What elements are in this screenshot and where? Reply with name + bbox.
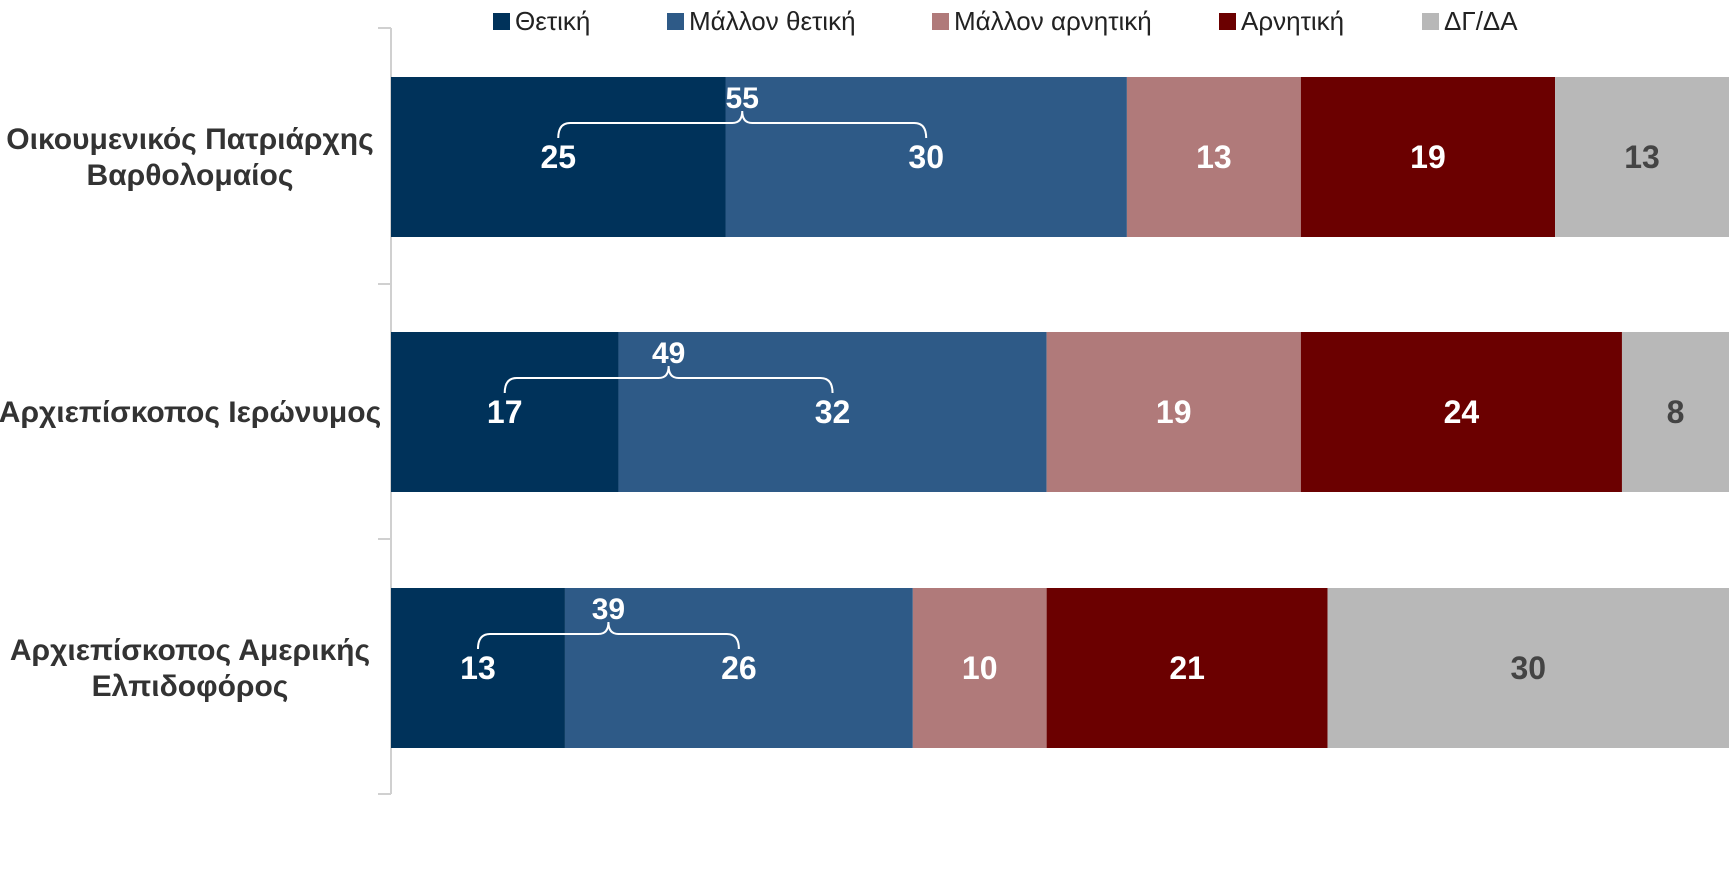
data-label: 13	[1196, 139, 1232, 175]
data-label: 26	[721, 650, 757, 686]
bar-segment	[1046, 588, 1328, 748]
total-bracket	[476, 621, 740, 650]
legend-swatch	[1422, 13, 1439, 30]
bar-segment	[391, 588, 565, 748]
bar-segment	[618, 332, 1047, 492]
total-label: 39	[592, 593, 625, 626]
bar-segment	[725, 77, 1127, 237]
total-bracket	[503, 365, 834, 394]
legend-swatch	[667, 13, 684, 30]
data-label: 32	[815, 394, 851, 430]
bar-segment	[912, 588, 1047, 748]
legend-label: Θετική	[515, 6, 590, 36]
bar-segment	[1126, 77, 1301, 237]
bar-segment	[391, 332, 619, 492]
category-label: Αρχιεπίσκοπος Αμερικής	[10, 634, 370, 667]
data-label: 24	[1444, 394, 1480, 430]
data-label: 30	[1511, 650, 1547, 686]
data-label: 13	[1624, 139, 1660, 175]
legend-swatch	[932, 13, 949, 30]
category-label: Ελπιδοφόρος	[92, 670, 289, 703]
data-label: 19	[1410, 139, 1446, 175]
legend-label: Αρνητική	[1241, 6, 1344, 36]
data-label: 30	[908, 139, 944, 175]
legend-label: Μάλλον αρνητική	[954, 6, 1152, 36]
data-label: 8	[1667, 394, 1685, 430]
bar-segment	[1555, 77, 1729, 237]
data-label: 21	[1169, 650, 1205, 686]
legend-label: ΔΓ/ΔΑ	[1444, 6, 1518, 36]
category-label: Βαρθολομαίος	[87, 159, 294, 192]
data-label: 17	[487, 394, 523, 430]
legend-swatch	[493, 13, 510, 30]
bar-segment	[1300, 332, 1622, 492]
bar-segment	[1327, 588, 1729, 748]
bar-segment	[1300, 77, 1556, 237]
data-label: 19	[1156, 394, 1192, 430]
data-label: 13	[460, 650, 496, 686]
bar-segment	[564, 588, 913, 748]
total-bracket	[557, 110, 928, 139]
bar-segment	[1621, 332, 1729, 492]
bar-segment	[1046, 332, 1301, 492]
plot-area: 25 30 13 19 13 55 17 32 19 24 8 49 13 26 10 21 30 39	[391, 77, 1729, 748]
category-label: Αρχιεπίσκοπος Ιερώνυμος	[0, 396, 381, 429]
total-label: 49	[652, 337, 685, 370]
data-label: 10	[962, 650, 998, 686]
legend: Θετική Μάλλον θετική Μάλλον αρνητική Αρνητι…	[493, 6, 1518, 36]
legend-label: Μάλλον θετική	[689, 6, 856, 36]
category-label: Οικουμενικός Πατριάρχης	[6, 123, 373, 156]
total-label: 55	[726, 82, 759, 115]
data-label: 25	[540, 139, 576, 175]
legend-swatch	[1219, 13, 1236, 30]
bar-segment	[391, 77, 726, 237]
